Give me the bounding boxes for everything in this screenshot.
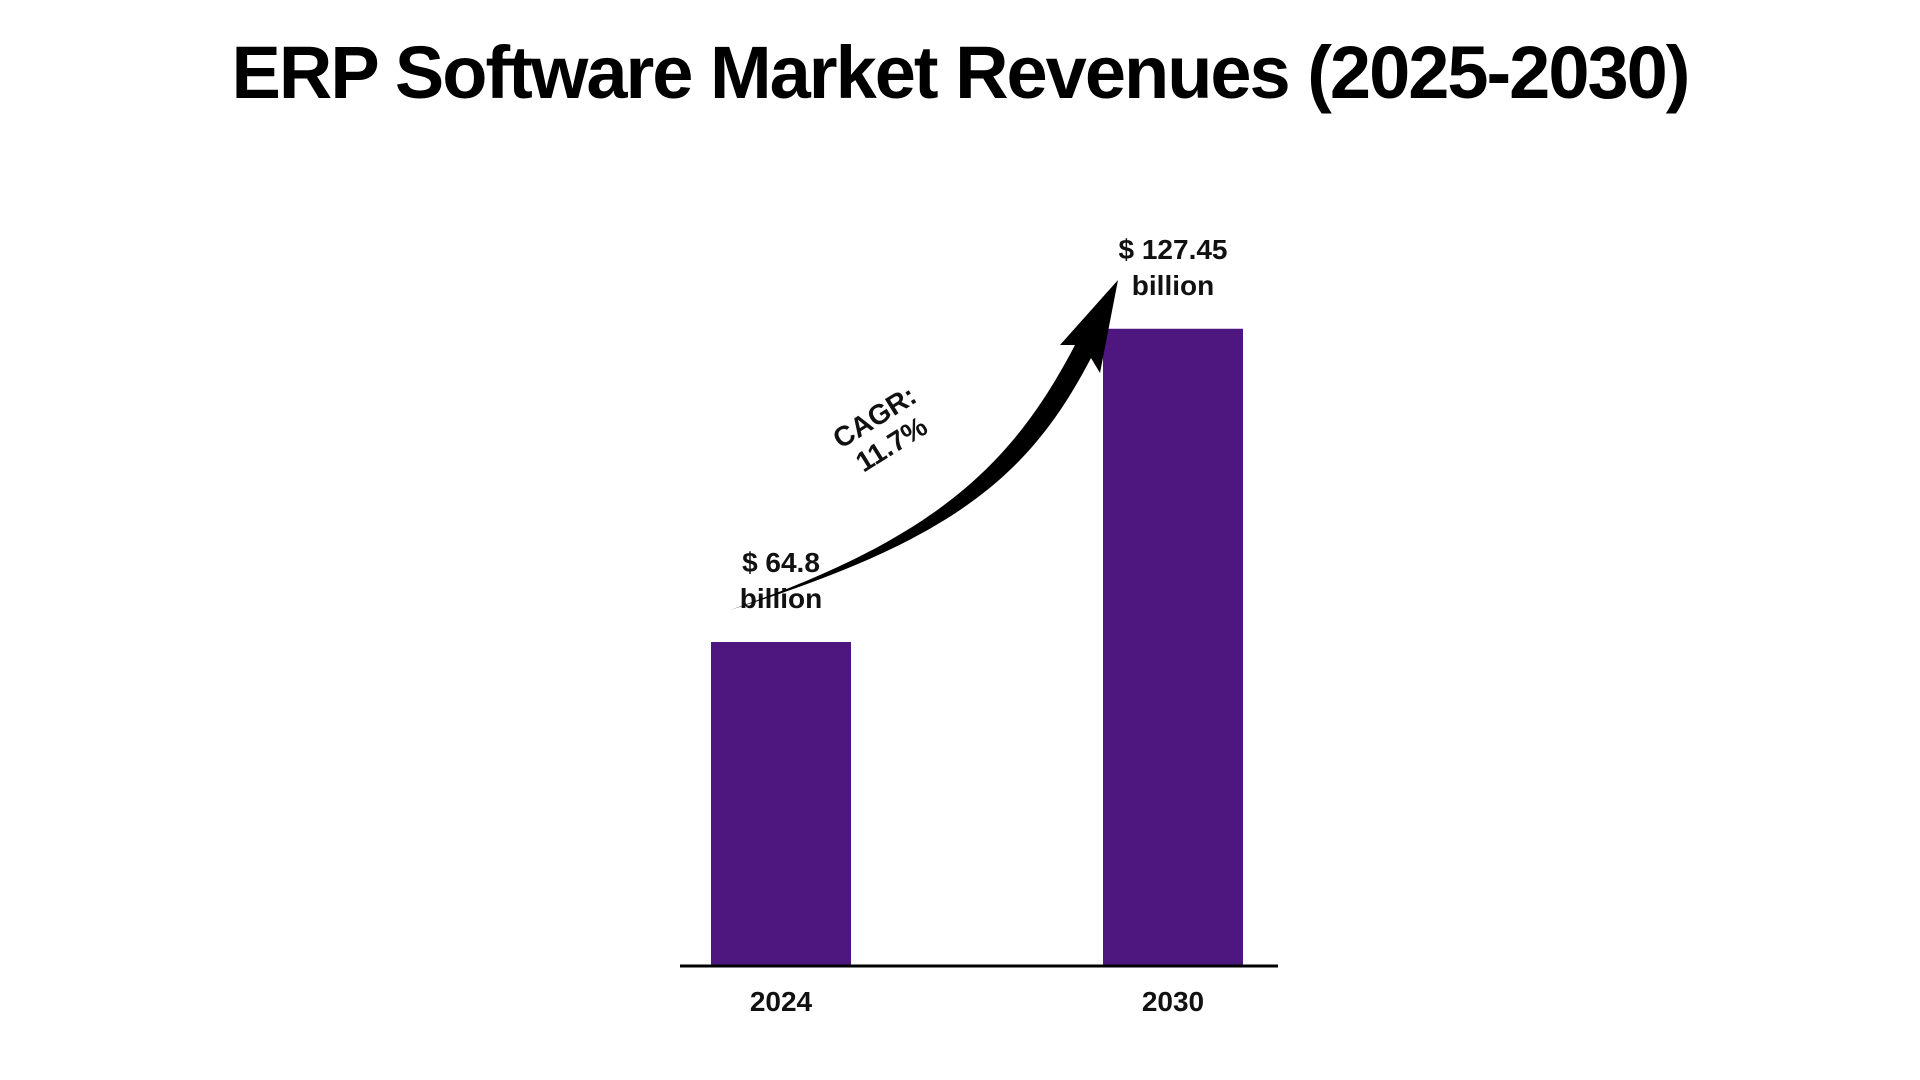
- chart-title: ERP Software Market Revenues (2025-2030): [231, 31, 1691, 114]
- value-label-2024-line-1: $ 64.8: [742, 547, 820, 578]
- value-label-2030-line-1: $ 127.45: [1119, 234, 1228, 265]
- bar-2024: [711, 642, 851, 966]
- value-label-2024-line-2: billion: [740, 583, 822, 614]
- value-label-2030-line-2: billion: [1132, 270, 1214, 301]
- x-tick-label-2024: 2024: [750, 986, 813, 1017]
- bars-group: [711, 328, 1243, 966]
- value-labels-group: $ 64.8 billion $ 127.45 billion: [740, 234, 1228, 614]
- bar-2030: [1103, 328, 1243, 966]
- x-tick-labels-group: 2024 2030: [750, 986, 1204, 1017]
- cagr-annotation: CAGR: 11.7%: [827, 380, 932, 478]
- x-tick-label-2030: 2030: [1142, 986, 1204, 1017]
